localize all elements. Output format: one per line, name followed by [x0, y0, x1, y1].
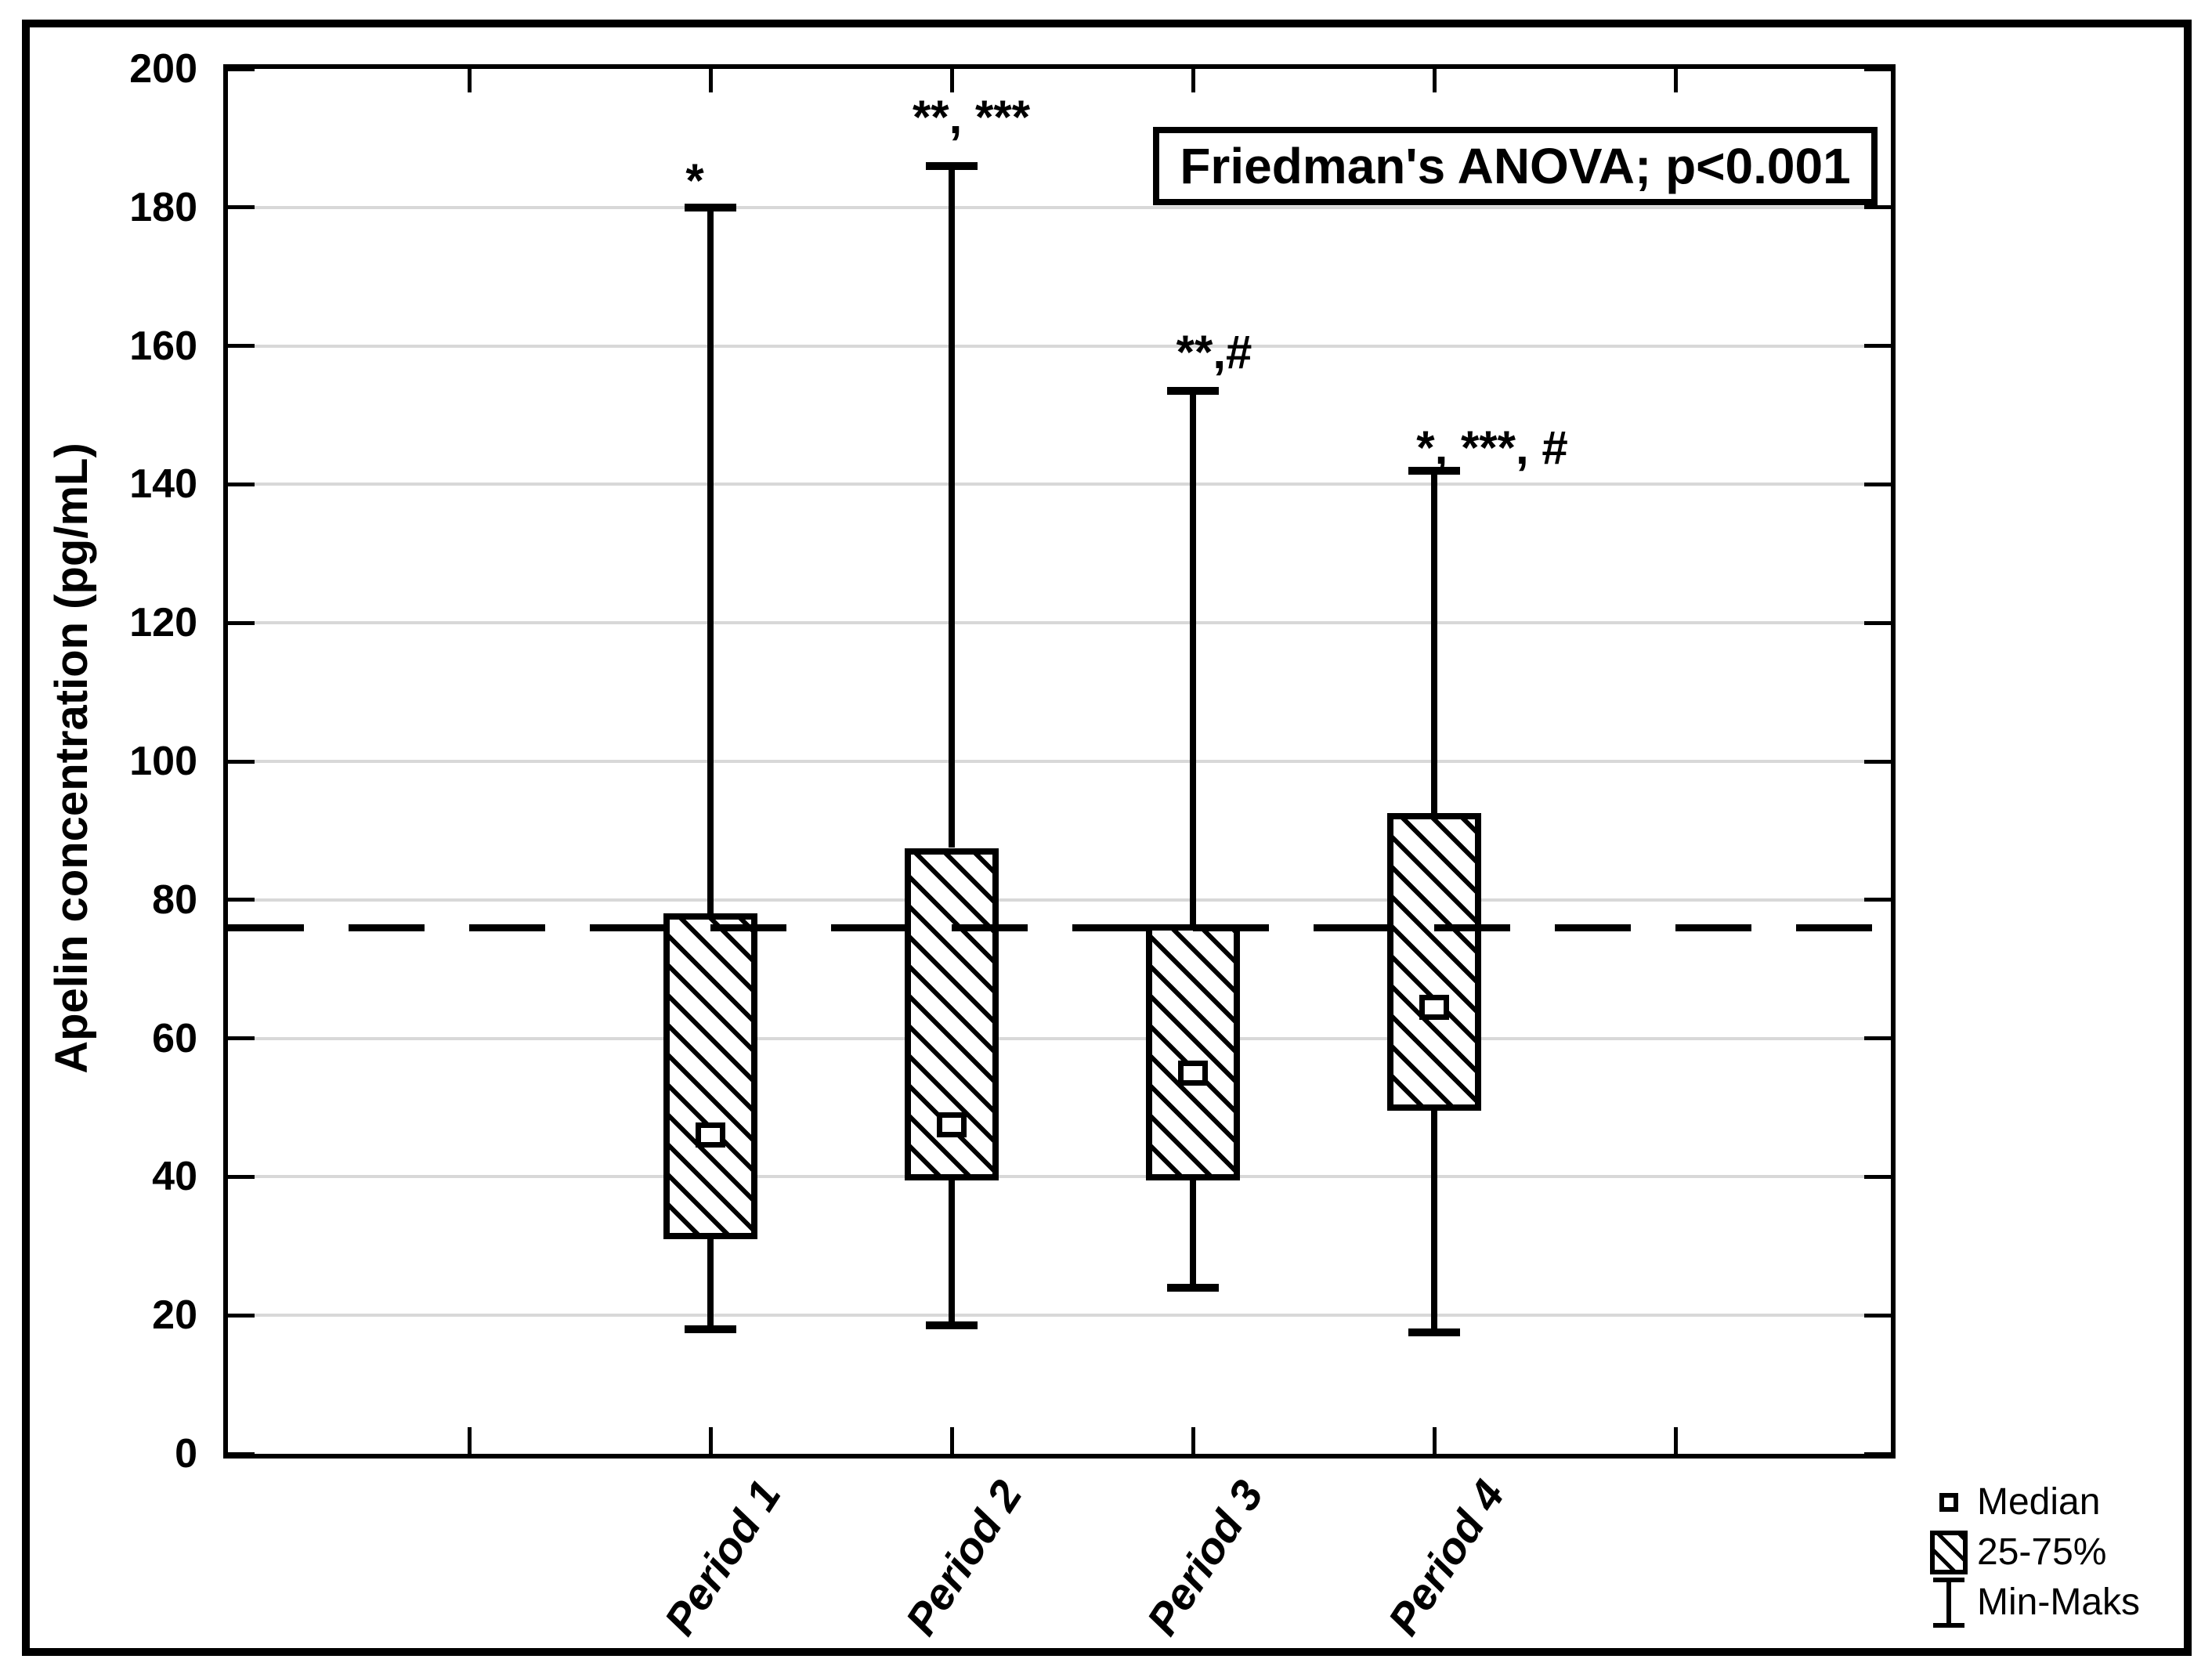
y-tick-left-120	[228, 620, 255, 625]
legend-label-minmax: Min-Maks	[1977, 1581, 2141, 1623]
iqr-box-4	[1387, 813, 1481, 1112]
y-tick-right-40	[1864, 1174, 1891, 1179]
whisker-cap-max-3	[1167, 387, 1219, 396]
gridline-40	[228, 1175, 1891, 1179]
y-tick-right-180	[1864, 205, 1891, 210]
whisker-cap-min-3	[1167, 1283, 1219, 1292]
gridline-80	[228, 898, 1891, 902]
whisker-cap-min-2	[926, 1321, 978, 1330]
y-tick-right-20	[1864, 1313, 1891, 1318]
plot-area: * **, *** **,# *, ***, #	[223, 64, 1896, 1459]
gridline-120	[228, 621, 1891, 625]
figure-border	[22, 20, 2192, 1656]
y-tick-right-140	[1864, 482, 1891, 486]
reference-dashed-line	[228, 924, 1891, 932]
x-tick-top-2	[949, 69, 954, 92]
legend-label-median: Median	[1977, 1481, 2101, 1523]
whisker-cap-max-1	[685, 203, 736, 211]
y-tick-left-80	[228, 898, 255, 902]
whisker-lower-4	[1431, 1111, 1437, 1333]
y-tick-right-60	[1864, 1036, 1891, 1041]
gridline-100	[228, 760, 1891, 763]
y-tick-right-120	[1864, 620, 1891, 625]
anova-stats-box: Friedman's ANOVA; p<0.001	[1153, 127, 1878, 205]
y-tick-label-100: 100	[129, 739, 197, 784]
y-tick-left-60	[228, 1036, 255, 1041]
whisker-upper-1	[707, 207, 714, 914]
y-tick-right-100	[1864, 759, 1891, 764]
legend: Median 25-75% Min-Maks	[1921, 1477, 2195, 1628]
legend-item-iqr: 25-75%	[1921, 1527, 2195, 1578]
gridline-160	[228, 344, 1891, 348]
x-tick-top-4	[1432, 69, 1437, 92]
y-tick-left-0	[228, 1451, 255, 1456]
x-tick-bottom-5	[1673, 1427, 1678, 1454]
median-marker-3	[1178, 1060, 1208, 1086]
y-tick-left-40	[228, 1174, 255, 1179]
whisker-upper-4	[1431, 470, 1437, 814]
whisker-cap-min-4	[1408, 1328, 1460, 1337]
y-tick-label-80: 80	[152, 877, 197, 923]
median-marker-1	[696, 1122, 725, 1148]
y-tick-label-0: 0	[175, 1431, 197, 1477]
gridline-180	[228, 205, 1891, 209]
y-tick-label-120: 120	[129, 600, 197, 646]
iqr-box-3	[1146, 924, 1240, 1180]
x-tick-top-1	[708, 69, 713, 92]
y-tick-left-160	[228, 344, 255, 349]
y-tick-label-180: 180	[129, 184, 197, 230]
x-tick-top-5	[1673, 69, 1678, 92]
significance-annotation-4: *, ***, #	[1416, 421, 1568, 474]
y-tick-left-180	[228, 205, 255, 210]
gridline-60	[228, 1036, 1891, 1040]
x-tick-bottom-2	[949, 1427, 954, 1454]
whisker-lower-2	[949, 1180, 955, 1326]
gridline-140	[228, 483, 1891, 486]
y-tick-label-160: 160	[129, 323, 197, 369]
iqr-box-2	[905, 848, 999, 1180]
y-tick-right-200	[1864, 67, 1891, 71]
whisker-cap-min-1	[685, 1325, 736, 1333]
x-tick-top-3	[1191, 69, 1195, 92]
y-tick-left-200	[228, 67, 255, 71]
median-marker-4	[1419, 994, 1449, 1020]
y-tick-label-40: 40	[152, 1154, 197, 1200]
whisker-lower-3	[1190, 1180, 1196, 1288]
x-tick-top-0	[467, 69, 472, 92]
x-tick-bottom-1	[708, 1427, 713, 1454]
whisker-cap-max-2	[926, 161, 978, 170]
legend-label-iqr: 25-75%	[1977, 1531, 2107, 1573]
whisker-lower-1	[707, 1238, 714, 1329]
legend-item-minmax: Min-Maks	[1921, 1578, 2195, 1628]
y-tick-left-100	[228, 759, 255, 764]
significance-annotation-3: **,#	[1176, 326, 1252, 378]
y-tick-left-20	[228, 1313, 255, 1318]
x-tick-bottom-0	[467, 1427, 472, 1454]
significance-annotation-1: *	[685, 154, 704, 207]
y-tick-left-140	[228, 482, 255, 486]
y-tick-right-160	[1864, 344, 1891, 349]
median-marker-2	[937, 1112, 967, 1138]
gridline-20	[228, 1314, 1891, 1318]
hatched-box-icon	[1930, 1531, 1968, 1574]
y-tick-right-80	[1864, 898, 1891, 902]
min-max-whisker-icon	[1931, 1578, 1967, 1628]
anova-stats-text: Friedman's ANOVA; p<0.001	[1180, 138, 1851, 194]
y-tick-label-200: 200	[129, 46, 197, 92]
x-tick-bottom-4	[1432, 1427, 1437, 1454]
y-tick-label-60: 60	[152, 1015, 197, 1061]
y-tick-label-140: 140	[129, 461, 197, 508]
y-tick-right-0	[1864, 1451, 1891, 1456]
whisker-upper-3	[1190, 391, 1196, 924]
whisker-upper-2	[949, 165, 955, 848]
legend-item-median: Median	[1921, 1477, 2195, 1527]
median-square-icon	[1939, 1493, 1958, 1512]
y-tick-label-20: 20	[152, 1292, 197, 1339]
whisker-cap-max-4	[1408, 466, 1460, 475]
x-tick-bottom-3	[1191, 1427, 1195, 1454]
iqr-box-1	[663, 913, 757, 1239]
significance-annotation-2: **, ***	[912, 91, 1031, 143]
